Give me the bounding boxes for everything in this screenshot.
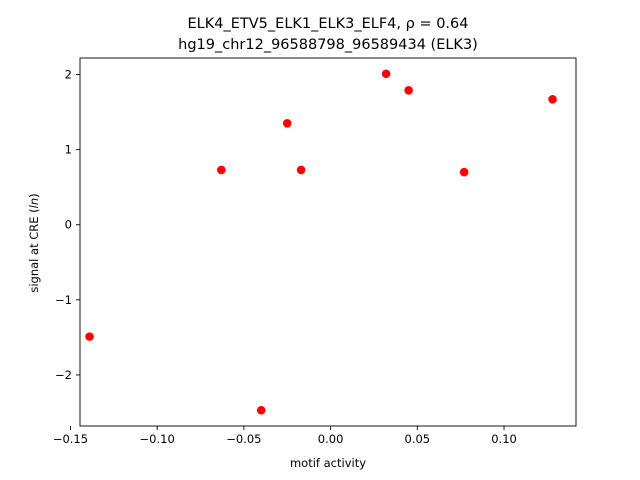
chart-title-line1: ELK4_ETV5_ELK1_ELK3_ELF4, ρ = 0.64 xyxy=(188,16,469,32)
chart-title-line2: hg19_chr12_96588798_96589434 (ELK3) xyxy=(178,37,478,53)
plot-frame xyxy=(79,57,577,427)
y-tick-label: 0 xyxy=(65,218,72,232)
y-axis-ticks: −2 −1 0 1 2 xyxy=(55,68,80,382)
y-tick-label: 2 xyxy=(65,68,72,82)
data-point xyxy=(381,69,391,79)
data-points xyxy=(85,69,557,415)
x-axis-label: motif activity xyxy=(290,456,366,470)
data-point xyxy=(256,405,266,415)
data-point xyxy=(85,332,94,341)
x-tick-label: 0.05 xyxy=(405,432,431,446)
data-point xyxy=(217,165,226,175)
x-axis-ticks: −0.15 −0.10 −0.05 0.00 0.05 0.10 xyxy=(53,426,517,446)
x-tick-label: 0.10 xyxy=(491,432,517,446)
x-tick-label: −0.15 xyxy=(53,432,88,446)
x-tick-label: −0.05 xyxy=(226,432,261,446)
y-tick-label: −2 xyxy=(55,368,72,382)
data-point xyxy=(459,167,469,177)
plot-area xyxy=(79,57,577,427)
data-point xyxy=(548,95,557,104)
y-tick-label: 1 xyxy=(65,143,72,157)
x-tick-label: 0.00 xyxy=(318,432,344,446)
data-point xyxy=(296,165,306,175)
x-tick-label: −0.10 xyxy=(140,432,175,446)
y-axis-label: signal at CRE (ln) xyxy=(27,193,41,292)
data-point xyxy=(404,85,413,95)
data-point xyxy=(282,119,292,128)
y-tick-label: −1 xyxy=(55,293,72,307)
